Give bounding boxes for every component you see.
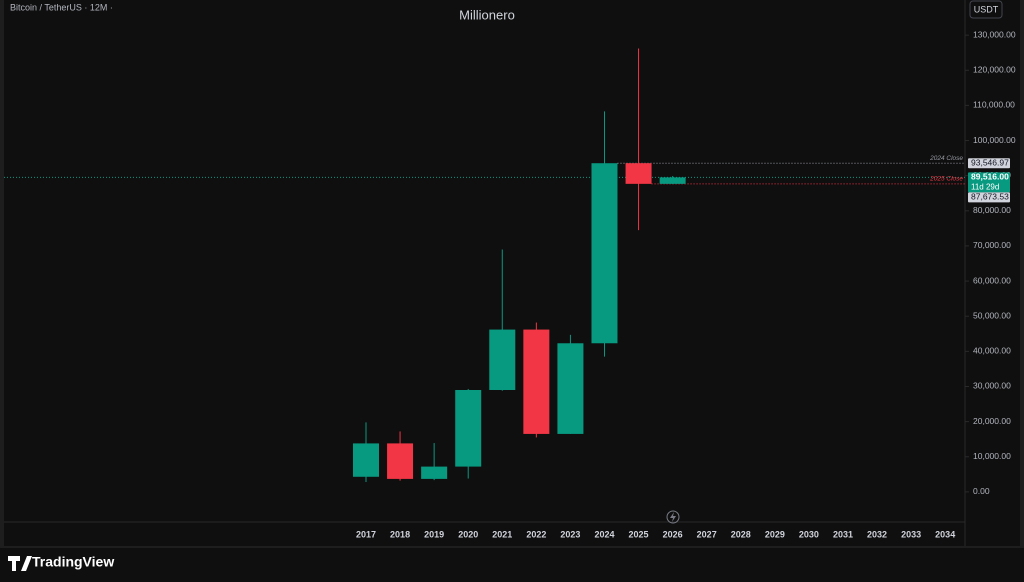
x-tick-label: 2032 <box>867 529 887 539</box>
x-tick-label: 2022 <box>526 529 546 539</box>
go-to-realtime[interactable] <box>666 510 680 524</box>
candle-body <box>489 329 516 390</box>
x-tick-label: 2020 <box>458 529 478 539</box>
y-tick-label: 0.00 <box>973 486 990 496</box>
y-tick-label: 130,000.00 <box>973 29 1016 39</box>
candle-body <box>557 343 584 434</box>
realtime-icon[interactable] <box>666 510 680 524</box>
x-tick-label: 2029 <box>765 529 785 539</box>
y-tick-label: 10,000.00 <box>973 451 1011 461</box>
x-tick-label: 2033 <box>901 529 921 539</box>
y-tick-label: 100,000.00 <box>973 135 1016 145</box>
y-tick-label: 80,000.00 <box>973 205 1011 215</box>
x-tick-label: 2030 <box>799 529 819 539</box>
x-tick-label: 2023 <box>560 529 580 539</box>
chart-title: Millionero <box>459 7 515 22</box>
symbol-label: Bitcoin / TetherUS · 12M · <box>10 2 113 12</box>
brand-logo <box>8 556 32 571</box>
candle-body <box>421 466 448 479</box>
y-tick-label: 30,000.00 <box>973 381 1011 391</box>
x-tick-label: 2026 <box>663 529 683 539</box>
price-label-box <box>968 158 1010 169</box>
price-label-box <box>968 192 1010 203</box>
x-tick-label: 2028 <box>731 529 751 539</box>
x-tick-label: 2021 <box>492 529 512 539</box>
x-tick-label: 2025 <box>629 529 649 539</box>
x-tick-label: 2031 <box>833 529 853 539</box>
realtime-bolt[interactable] <box>670 512 676 522</box>
y-tick-label: 120,000.00 <box>973 65 1016 75</box>
x-tick-label: 2019 <box>424 529 444 539</box>
price-line-name: 2024 Close <box>929 155 963 162</box>
x-tick-label: 2018 <box>390 529 410 539</box>
price-line-name: 2025 Close <box>929 176 963 183</box>
x-tick-label: 2017 <box>356 529 376 539</box>
y-tick-label: 70,000.00 <box>973 240 1011 250</box>
price-label-box <box>968 172 1010 193</box>
candle-body <box>625 163 652 184</box>
currency-label[interactable]: USDT <box>974 4 999 14</box>
price-label: 87,673.53 <box>971 192 1009 202</box>
y-tick-label: 20,000.00 <box>973 416 1011 426</box>
candle-body <box>353 443 379 477</box>
footer <box>0 548 1024 582</box>
chart-panel <box>4 0 1020 546</box>
brand-name: TradingView <box>32 554 114 570</box>
price-label: 93,546.97 <box>971 157 1009 167</box>
currency-button[interactable] <box>969 0 1003 19</box>
candle-body <box>455 390 482 467</box>
x-tick-label: 2034 <box>935 529 955 539</box>
countdown-label: 11d 29d <box>971 182 999 191</box>
price-label: 89,516.00 <box>971 172 1009 182</box>
candle-body <box>591 163 618 344</box>
x-tick-label: 2024 <box>594 529 614 539</box>
y-tick-label: 60,000.00 <box>973 275 1011 285</box>
y-tick-label: 40,000.00 <box>973 346 1011 356</box>
x-tick-label: 2027 <box>697 529 717 539</box>
y-tick-label: 110,000.00 <box>973 100 1015 110</box>
y-tick-label: 50,000.00 <box>973 310 1011 320</box>
candle-body <box>387 443 414 479</box>
candle-body <box>523 329 550 434</box>
candle-body <box>659 177 686 184</box>
